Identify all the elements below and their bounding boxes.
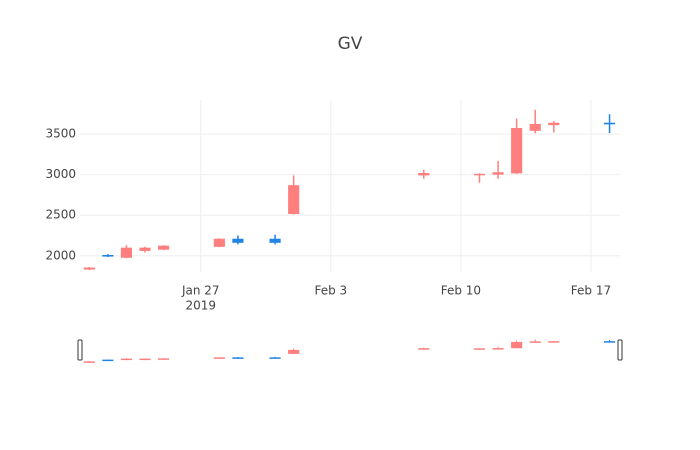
candle-body: [603, 341, 616, 343]
candle-body: [232, 238, 244, 243]
candle-body: [548, 341, 560, 343]
candle-body: [603, 122, 616, 125]
candle-body: [269, 357, 281, 359]
candle-body: [288, 349, 300, 354]
y-tick-label: 3500: [45, 127, 76, 141]
rangeslider-handle[interactable]: [77, 339, 83, 361]
candle-body: [473, 348, 486, 350]
x-tick-label: Feb 10: [441, 284, 481, 298]
candle-body: [120, 247, 133, 258]
candle-body: [83, 361, 95, 363]
x-tick-label: Feb 17: [571, 284, 611, 298]
candle-body: [232, 357, 244, 359]
candle-body: [418, 348, 430, 350]
candle-body: [139, 247, 151, 251]
candle-body: [158, 358, 170, 360]
y-tick-label: 2500: [45, 208, 76, 222]
x-tick-label: Jan 27: [181, 284, 220, 298]
candle-body: [269, 238, 281, 243]
y-tick-label: 2000: [45, 248, 76, 262]
rangeslider: [80, 336, 620, 366]
rangeslider-handle[interactable]: [617, 339, 623, 361]
y-tick-label: 3000: [45, 167, 76, 181]
candle-body: [418, 173, 430, 176]
x-tick-year: 2019: [186, 299, 217, 313]
candle-body: [529, 123, 541, 131]
candle-body: [102, 254, 114, 257]
candle-body: [213, 238, 225, 247]
candle-body: [213, 357, 225, 359]
candle-body: [511, 127, 523, 174]
candle-body: [102, 359, 114, 362]
candle-body: [158, 245, 170, 250]
candle-body: [139, 358, 151, 361]
candle-body: [548, 122, 560, 126]
candle-body: [529, 341, 541, 343]
chart-title: GV: [338, 34, 363, 54]
candle-body: [288, 185, 300, 214]
x-tick-label: Feb 3: [314, 284, 347, 298]
candle-body: [492, 348, 504, 350]
candle-body: [492, 172, 504, 175]
candle-body: [473, 173, 486, 176]
candle-body: [511, 341, 523, 349]
candle-body: [120, 358, 133, 361]
candle-body: [83, 267, 95, 270]
